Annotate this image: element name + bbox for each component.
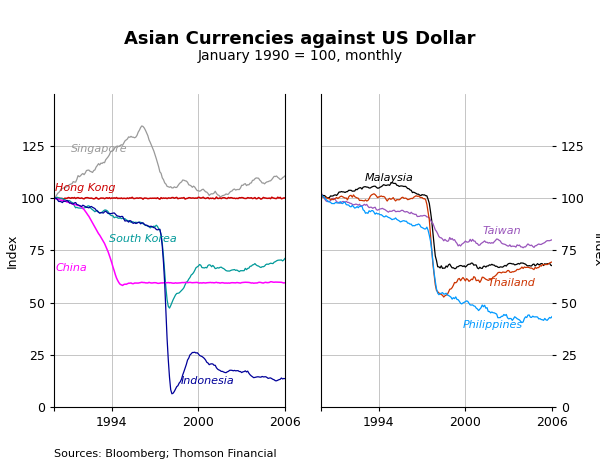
Text: South Korea: South Korea (109, 234, 176, 244)
Text: Sources: Bloomberg; Thomson Financial: Sources: Bloomberg; Thomson Financial (54, 449, 277, 459)
Y-axis label: Index: Index (5, 233, 19, 268)
Text: Malaysia: Malaysia (364, 174, 413, 183)
Text: Indonesia: Indonesia (181, 376, 235, 386)
Text: Thailand: Thailand (487, 278, 535, 288)
Text: Asian Currencies against US Dollar: Asian Currencies against US Dollar (124, 30, 476, 48)
Text: Taiwan: Taiwan (483, 226, 521, 236)
Text: China: China (55, 263, 87, 273)
Text: Singapore: Singapore (71, 144, 128, 154)
Text: January 1990 = 100, monthly: January 1990 = 100, monthly (197, 49, 403, 63)
Text: Hong Kong: Hong Kong (55, 183, 116, 193)
Text: Philippines: Philippines (463, 320, 523, 330)
Y-axis label: Index: Index (590, 233, 600, 268)
